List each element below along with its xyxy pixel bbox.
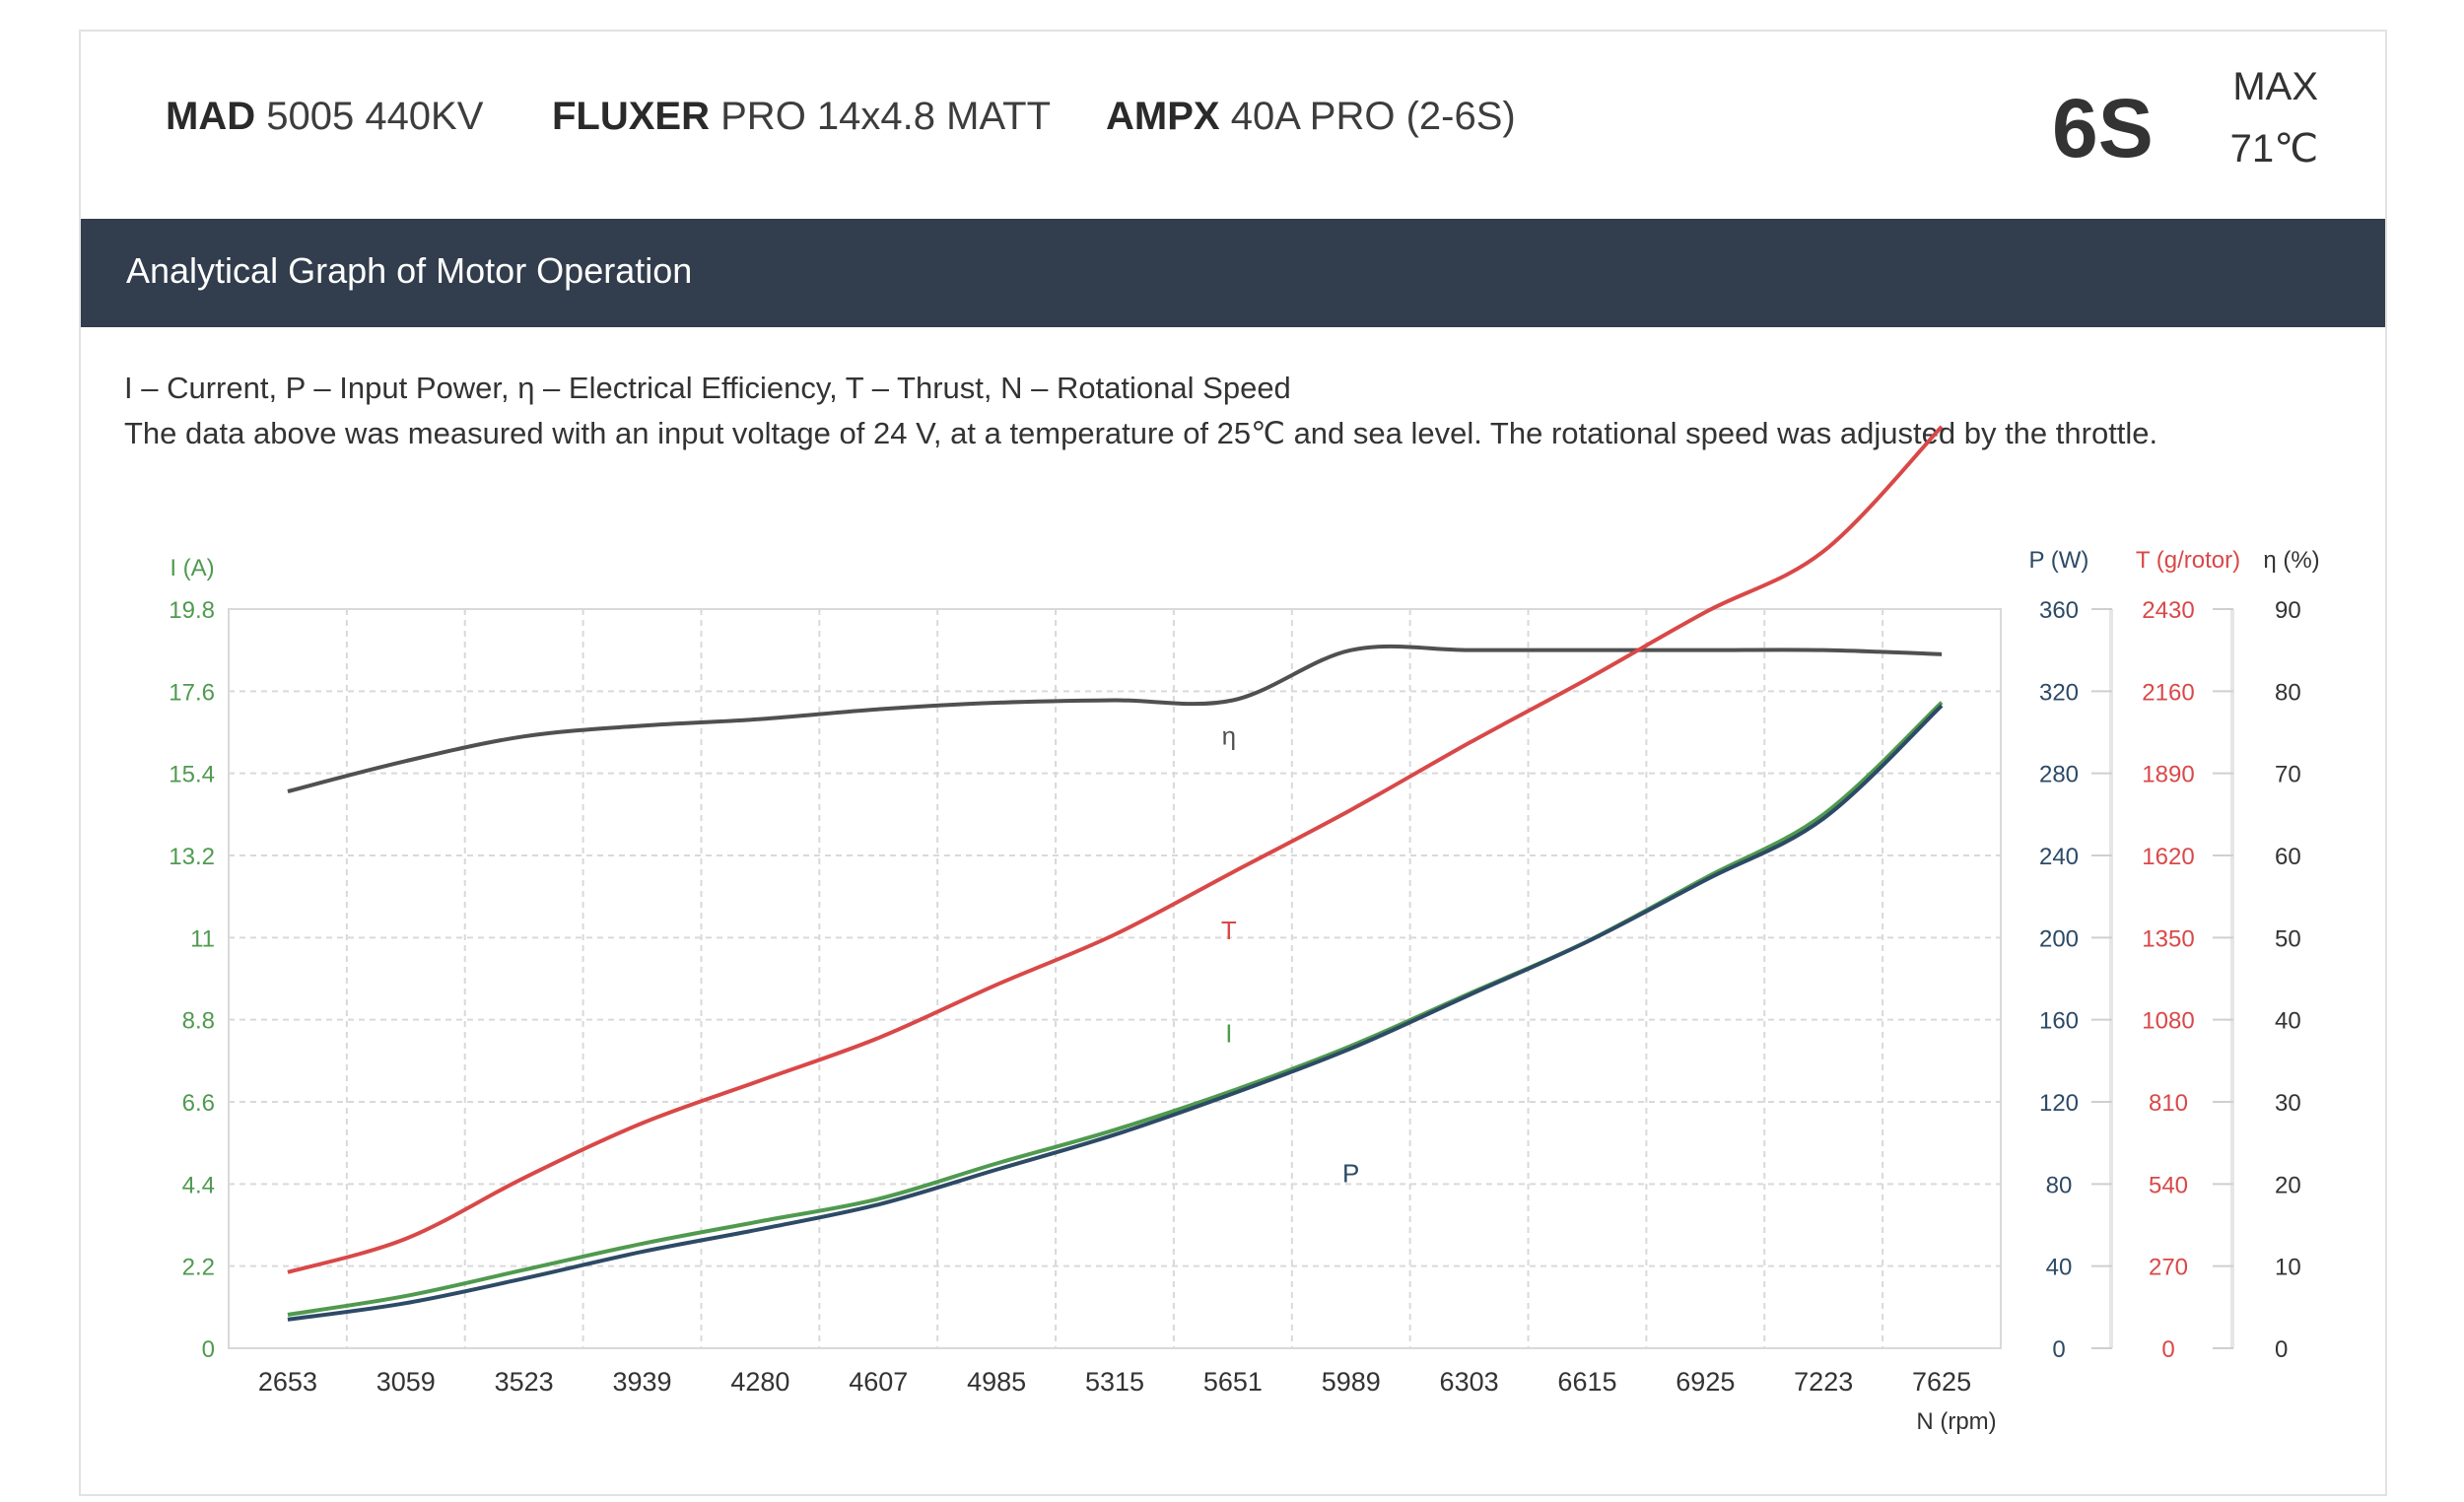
x-tick-label: 3523 bbox=[495, 1367, 554, 1397]
tick-label-P: 240 bbox=[2039, 844, 2079, 870]
tick-label-eta: 70 bbox=[2275, 762, 2301, 788]
tick-label-eta: 90 bbox=[2275, 597, 2301, 624]
x-tick-label: 5315 bbox=[1085, 1367, 1144, 1397]
tick-label-T: 540 bbox=[2149, 1172, 2188, 1198]
axis-label-T: T (g/rotor) bbox=[2136, 547, 2240, 574]
motor-model: 5005 440KV bbox=[266, 95, 484, 138]
tick-label-current: 0 bbox=[202, 1336, 215, 1363]
propeller-brand: FLUXER bbox=[552, 95, 710, 138]
series-line-I bbox=[287, 701, 1944, 1317]
x-tick-label: 4607 bbox=[849, 1367, 908, 1397]
plot-frame bbox=[228, 608, 2002, 1349]
tick-label-current: 6.6 bbox=[182, 1090, 215, 1117]
tick-label-current: 4.4 bbox=[182, 1172, 215, 1198]
tick-label-T: 270 bbox=[2149, 1255, 2188, 1281]
tick-label-T: 1620 bbox=[2142, 844, 2194, 870]
esc-spec: AMPX 40A PRO (2-6S) bbox=[1106, 95, 1516, 139]
tick-label-eta: 40 bbox=[2275, 1008, 2301, 1035]
series-label-I: I bbox=[1225, 1018, 1232, 1048]
tick-label-eta: 0 bbox=[2275, 1336, 2288, 1363]
tick-label-current: 2.2 bbox=[182, 1255, 215, 1281]
tick-label-P: 280 bbox=[2039, 762, 2079, 788]
max-label: MAX bbox=[2232, 65, 2318, 108]
tick-label-eta: 10 bbox=[2275, 1255, 2301, 1281]
esc-brand: AMPX bbox=[1106, 95, 1220, 138]
tick-label-eta: 60 bbox=[2275, 844, 2301, 870]
tick-label-P: 80 bbox=[2046, 1172, 2073, 1198]
tick-label-T: 1080 bbox=[2142, 1008, 2194, 1035]
x-tick-label: 7625 bbox=[1912, 1367, 1971, 1397]
series-line-eta bbox=[287, 644, 1943, 793]
x-tick-label: 7223 bbox=[1794, 1367, 1853, 1397]
tick-label-P: 40 bbox=[2046, 1255, 2073, 1281]
tick-label-eta: 50 bbox=[2275, 925, 2301, 952]
x-tick-label: 3059 bbox=[376, 1367, 436, 1397]
header: MAD 5005 440KV FLUXER PRO 14x4.8 MATT AM… bbox=[81, 32, 2385, 219]
tick-label-T: 2430 bbox=[2142, 597, 2194, 624]
measurement-note: The data above was measured with an inpu… bbox=[124, 416, 2158, 450]
tick-label-current: 8.8 bbox=[182, 1008, 215, 1035]
propeller-model: PRO 14x4.8 MATT bbox=[720, 95, 1052, 138]
x-tick-label: 4985 bbox=[967, 1367, 1026, 1397]
series-line-P bbox=[287, 704, 1944, 1322]
x-axis-label: N (rpm) bbox=[1916, 1408, 1996, 1435]
section-title: Analytical Graph of Motor Operation bbox=[126, 250, 693, 291]
tick-label-T: 0 bbox=[2161, 1336, 2174, 1363]
series-label-T: T bbox=[1221, 916, 1237, 945]
series-label-P: P bbox=[1342, 1158, 1359, 1188]
tick-label-current: 17.6 bbox=[169, 679, 215, 706]
tick-label-current: 13.2 bbox=[169, 844, 215, 870]
x-tick-label: 6615 bbox=[1557, 1367, 1616, 1397]
tick-label-P: 360 bbox=[2039, 597, 2079, 624]
chart-card: MAD 5005 440KV FLUXER PRO 14x4.8 MATT AM… bbox=[79, 30, 2387, 1496]
x-tick-label: 5651 bbox=[1203, 1367, 1263, 1397]
tick-label-eta: 80 bbox=[2275, 679, 2301, 706]
tick-label-eta: 30 bbox=[2275, 1090, 2301, 1117]
x-tick-label: 6303 bbox=[1440, 1367, 1499, 1397]
tick-label-P: 160 bbox=[2039, 1008, 2079, 1035]
tick-label-current: 11 bbox=[190, 925, 215, 952]
tick-label-eta: 20 bbox=[2275, 1172, 2301, 1198]
tick-label-T: 1350 bbox=[2142, 925, 2194, 952]
x-tick-label: 3939 bbox=[612, 1367, 671, 1397]
motor-spec: MAD 5005 440KV bbox=[166, 95, 483, 139]
motor-brand: MAD bbox=[166, 95, 256, 138]
series-label-eta: η bbox=[1222, 721, 1236, 751]
tick-label-T: 2160 bbox=[2142, 679, 2194, 706]
tick-label-T: 810 bbox=[2149, 1090, 2188, 1117]
tick-label-P: 0 bbox=[2052, 1336, 2065, 1363]
tick-label-T: 1890 bbox=[2142, 762, 2194, 788]
tick-label-P: 200 bbox=[2039, 925, 2079, 952]
axis-label-current: I (A) bbox=[170, 555, 214, 581]
axis-label-eta: η (%) bbox=[2263, 547, 2319, 574]
tick-label-P: 120 bbox=[2039, 1090, 2079, 1117]
x-tick-label: 2653 bbox=[258, 1367, 317, 1397]
esc-model: 40A PRO (2-6S) bbox=[1230, 95, 1516, 138]
section-banner: Analytical Graph of Motor Operation bbox=[81, 219, 2385, 327]
axis-label-P: P (W) bbox=[2029, 547, 2089, 574]
series-line-T bbox=[287, 425, 1944, 1274]
legend-description: I – Current, P – Input Power, η – Electr… bbox=[124, 371, 1291, 405]
tick-label-current: 19.8 bbox=[169, 597, 215, 624]
max-temperature: 71℃ bbox=[2229, 127, 2318, 171]
propeller-spec: FLUXER PRO 14x4.8 MATT bbox=[552, 95, 1051, 139]
x-tick-label: 6925 bbox=[1676, 1367, 1735, 1397]
x-tick-label: 4280 bbox=[730, 1367, 789, 1397]
tick-label-P: 320 bbox=[2039, 679, 2079, 706]
x-tick-label: 5989 bbox=[1322, 1367, 1381, 1397]
tick-label-current: 15.4 bbox=[169, 762, 215, 788]
cell-count: 6S bbox=[2052, 82, 2154, 174]
